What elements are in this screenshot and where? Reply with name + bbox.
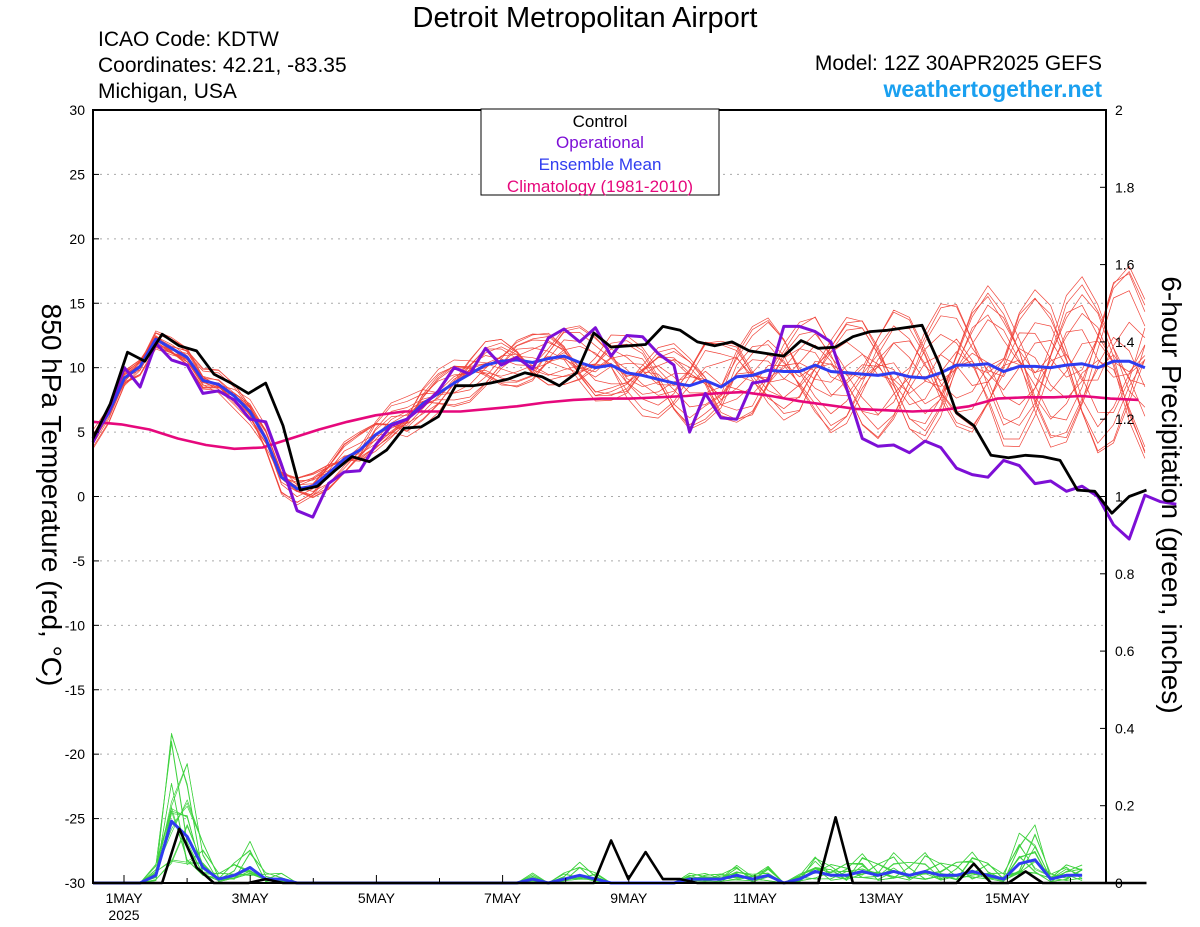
x-tick-label: 11MAY xyxy=(733,890,777,906)
temperature-member-line xyxy=(92,285,1146,493)
y2-tick-label: 0.8 xyxy=(1115,566,1135,582)
precipitation-ensemble-members xyxy=(93,732,1083,884)
x-tick-label: 3MAY xyxy=(232,890,270,906)
legend-ensemble-mean: Ensemble Mean xyxy=(539,155,662,174)
y-tick-label: 15 xyxy=(69,295,85,311)
legend: Control Operational Ensemble Mean Climat… xyxy=(480,108,720,196)
precipitation-member-line xyxy=(93,740,1083,884)
temperature-member-line xyxy=(92,298,1146,498)
y2-tick-label: 0.2 xyxy=(1115,798,1135,814)
y-tick-label: -25 xyxy=(65,811,85,827)
temperature-member-line xyxy=(92,292,1146,503)
y-tick-label: -20 xyxy=(65,746,85,762)
y2-tick-label: 1.6 xyxy=(1115,257,1135,273)
y-tick-label: 5 xyxy=(77,424,85,440)
temperature-member-line xyxy=(92,265,1146,489)
x-tick-label: 9MAY xyxy=(610,890,648,906)
y2-tick-label: 0 xyxy=(1115,875,1123,891)
y2-tick-label: 1.4 xyxy=(1115,334,1135,350)
operational-temperature-line xyxy=(91,324,1177,541)
x-tick-label: 15MAY xyxy=(985,890,1031,906)
y-tick-label: 0 xyxy=(77,489,85,505)
y2-tick-label: 2 xyxy=(1115,102,1123,118)
temperature-member-line xyxy=(92,319,1146,503)
y2-tick-label: 1 xyxy=(1115,489,1123,505)
x-tick-label: 13MAY xyxy=(859,890,905,906)
ensemble-mean-precipitation-line xyxy=(93,819,1083,885)
y-tick-label: -30 xyxy=(65,875,85,891)
precipitation-member-line xyxy=(93,734,1083,884)
y-axis-label-left: 850 hPa Temperature (red, °C) xyxy=(36,304,67,687)
model-label: Model: 12Z 30APR2025 GEFS xyxy=(814,52,1102,75)
y-tick-label: 10 xyxy=(69,360,85,376)
control-precipitation-line xyxy=(93,815,1147,885)
y-tick-label: 20 xyxy=(69,231,85,247)
legend-climatology: Climatology (1981-2010) xyxy=(507,177,693,196)
y2-tick-label: 1.2 xyxy=(1115,411,1135,427)
y-tick-label: -15 xyxy=(65,682,85,698)
ensemble-mean-temperature-line xyxy=(91,337,1146,491)
temperature-member-line xyxy=(92,324,1146,483)
x-year-label: 2025 xyxy=(108,907,139,923)
temperature-ensemble-members xyxy=(92,265,1146,506)
chart-title: Detroit Metropolitan Airport xyxy=(412,2,758,34)
y2-tick-label: 1.8 xyxy=(1115,179,1135,195)
x-tick-label: 7MAY xyxy=(484,890,522,906)
y-tick-label: 25 xyxy=(69,166,85,182)
x-tick-label: 1MAY xyxy=(105,890,143,906)
y-tick-label: 30 xyxy=(69,102,85,118)
icao-code-label: ICAO Code: KDTW xyxy=(98,28,279,51)
coordinates-label: Coordinates: 42.21, -83.35 xyxy=(98,54,347,77)
legend-box xyxy=(480,108,720,196)
series xyxy=(91,323,1177,885)
precipitation-member-line xyxy=(93,763,1083,884)
y2-tick-label: 0.4 xyxy=(1115,720,1135,736)
precipitation-member-line xyxy=(93,732,1083,884)
precipitation-member-line xyxy=(93,742,1083,884)
grid xyxy=(93,173,1106,820)
y-tick-label: -10 xyxy=(65,617,85,633)
control-temperature-line xyxy=(91,323,1147,515)
precipitation-member-line xyxy=(93,763,1083,884)
temperature-member-line xyxy=(92,297,1146,496)
y2-tick-label: 0.6 xyxy=(1115,643,1135,659)
temperature-member-line xyxy=(92,290,1146,498)
legend-control: Control xyxy=(573,112,628,131)
site-link[interactable]: weathertogether.net xyxy=(883,76,1102,102)
region-label: Michigan, USA xyxy=(98,80,237,103)
y-axis-label-right: 6-hour Precipitation (green, inches) xyxy=(1156,276,1187,713)
y-tick-label: -5 xyxy=(73,553,86,569)
axes: 302520151050-5-10-15-20-25-3021.81.61.41… xyxy=(65,102,1135,923)
temperature-member-line xyxy=(92,294,1146,485)
legend-operational: Operational xyxy=(556,133,644,152)
x-tick-label: 5MAY xyxy=(358,890,396,906)
